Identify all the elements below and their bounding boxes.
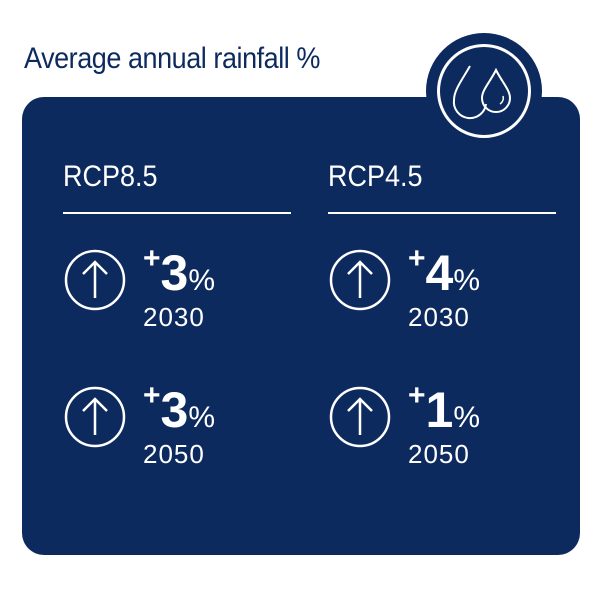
value: 1 — [425, 382, 454, 438]
stat-row: +4% 2030 — [328, 242, 481, 333]
unit: % — [188, 401, 216, 434]
year: 2050 — [408, 439, 470, 469]
arrow-up-icon — [329, 386, 391, 448]
divider — [63, 212, 291, 214]
scenario-title: RCP4.5 — [328, 160, 423, 193]
stat-row: +3% 2050 — [63, 379, 216, 470]
sign: + — [143, 379, 161, 412]
unit: % — [453, 264, 481, 297]
scenario-rcp8-5: RCP8.5 +3% 2030 +3% 2050 — [63, 160, 291, 469]
sign: + — [408, 379, 426, 412]
value: 3 — [160, 245, 189, 301]
info-panel — [22, 97, 580, 555]
arrow-up-icon — [64, 249, 126, 311]
sign: + — [408, 242, 426, 275]
divider — [328, 212, 556, 214]
scenario-title: RCP8.5 — [63, 160, 158, 193]
unit: % — [188, 264, 216, 297]
scenario-rcp4-5: RCP4.5 +4% 2030 +1% 2050 — [328, 160, 556, 469]
value: 4 — [425, 245, 454, 301]
year: 2050 — [143, 439, 205, 469]
unit: % — [453, 401, 481, 434]
water-drops-icon — [452, 65, 512, 120]
value: 3 — [160, 382, 189, 438]
stat-row: +1% 2050 — [328, 379, 481, 470]
year: 2030 — [143, 302, 205, 332]
year: 2030 — [408, 302, 470, 332]
arrow-up-icon — [64, 386, 126, 448]
sign: + — [143, 242, 161, 275]
page-title: Average annual rainfall % — [24, 42, 320, 75]
arrow-up-icon — [329, 249, 391, 311]
icon-ring — [437, 44, 531, 138]
stat-row: +3% 2030 — [63, 242, 216, 333]
